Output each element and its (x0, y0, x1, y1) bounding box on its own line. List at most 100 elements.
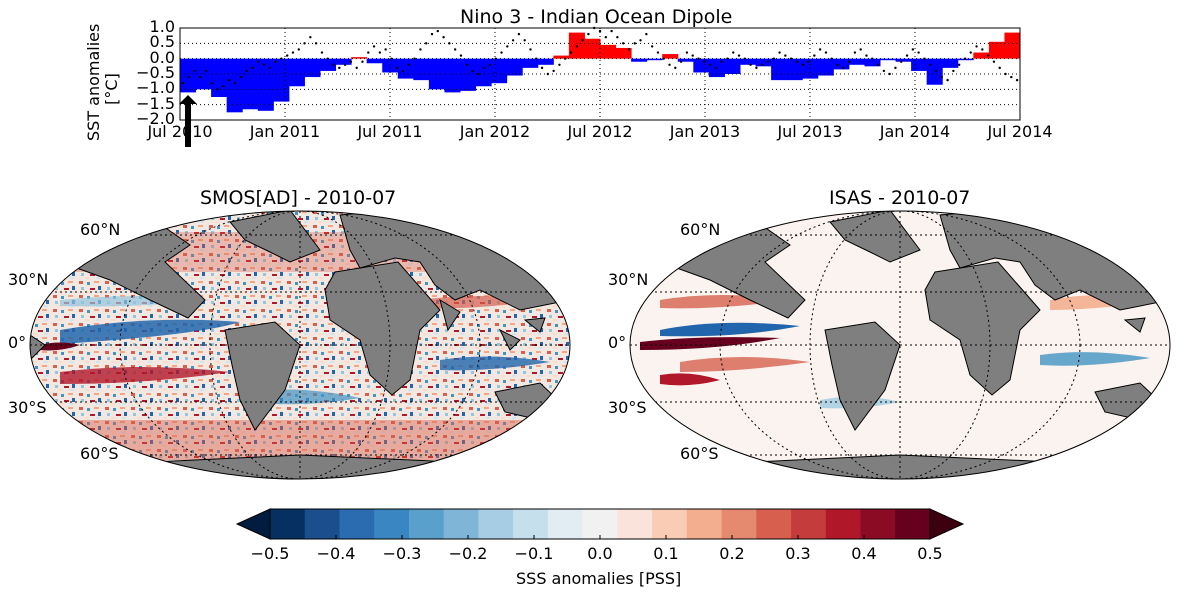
map-right-lat-60s: 60°S (680, 444, 719, 463)
x-tick-label: Jul 2014 (987, 122, 1053, 141)
weekly-dot (685, 51, 689, 54)
bar (895, 58, 912, 62)
weekly-dot (714, 66, 718, 70)
bar (537, 58, 554, 65)
colorbar-swatch (582, 509, 618, 539)
weekly-dot (564, 57, 567, 60)
weekly-dot (361, 60, 364, 63)
weekly-dot (343, 63, 347, 66)
bar (662, 54, 679, 59)
arrow-head-icon (179, 95, 197, 147)
weekly-dot (929, 63, 932, 66)
x-tick-label: Jan 2011 (249, 122, 321, 141)
weekly-dot (587, 32, 590, 36)
weekly-dot (940, 75, 943, 79)
weekly-dot (332, 63, 335, 66)
weekly-dot (697, 57, 700, 60)
weekly-dot (824, 51, 828, 54)
colorbar-swatch (652, 509, 688, 539)
colorbar-swatch (791, 509, 827, 539)
map-left-lat-30n: 30°N (8, 270, 49, 289)
weekly-dot (761, 63, 764, 66)
weekly-dot (1004, 72, 1007, 76)
colorbar-swatch (756, 509, 792, 539)
bar (631, 58, 648, 62)
weekly-dot (488, 63, 492, 66)
weekly-dot (726, 57, 729, 60)
map-right (629, 210, 1171, 480)
weekly-dot (396, 66, 399, 70)
weekly-dot (755, 66, 758, 70)
colorbar-swatch (478, 509, 514, 539)
colorbar-tick-label: 0.3 (785, 544, 811, 563)
bar (506, 58, 523, 76)
weekly-dot (807, 60, 810, 63)
colorbar (235, 508, 965, 540)
weekly-dot (847, 60, 851, 63)
weekly-dot (372, 45, 376, 48)
map-left (29, 210, 571, 480)
weekly-dot (963, 57, 967, 60)
weekly-dot (720, 60, 723, 63)
weekly-dot (245, 69, 248, 73)
weekly-dot (181, 82, 185, 85)
bar (288, 58, 305, 87)
weekly-dot (645, 32, 648, 36)
weekly-dot (546, 72, 550, 76)
weekly-dot (471, 69, 474, 73)
weekly-dot (384, 48, 387, 51)
weekly-dot (737, 54, 741, 57)
colorbar-tick-label: −0.4 (316, 544, 356, 563)
colorbar-swatch (547, 509, 584, 539)
weekly-dot (992, 60, 996, 63)
weekly-dot (575, 45, 579, 48)
y-tick-label: 1.0 (149, 17, 175, 36)
weekly-dot (986, 54, 990, 57)
colorbar-tick-label: −0.5 (250, 544, 290, 563)
colorbar-tick-label: 0.0 (587, 544, 613, 563)
weekly-dot (668, 63, 671, 66)
map-left-lat-30s: 30°S (8, 398, 47, 417)
weekly-dot (425, 42, 428, 45)
colorbar-tick-label: 0.1 (653, 544, 679, 563)
map-left-lat-60n: 60°N (80, 220, 121, 239)
weekly-dot (500, 51, 503, 54)
weekly-dot (314, 42, 318, 45)
map-right-title: ISAS - 2010-07 (829, 187, 971, 209)
weekly-dot (911, 48, 915, 51)
bar (817, 58, 834, 76)
map-right-lat-0: 0° (608, 333, 627, 352)
weekly-dot (540, 66, 544, 70)
weekly-dot (801, 63, 804, 66)
bar (864, 58, 881, 67)
weekly-dot (981, 48, 984, 51)
weekly-dot (529, 48, 532, 51)
bar (755, 58, 772, 67)
weekly-dot (569, 51, 573, 54)
colorbar-swatch (825, 509, 862, 539)
event-arrow (179, 95, 197, 147)
weekly-dot (430, 32, 434, 36)
weekly-dot (459, 54, 463, 57)
weekly-dot (969, 51, 972, 54)
map-left-lat-60s: 60°S (80, 444, 119, 463)
weekly-dot (367, 51, 370, 54)
weekly-dot (291, 51, 295, 54)
map-right-lat-30n: 30°N (608, 270, 649, 289)
weekly-dot (900, 60, 903, 63)
weekly-dot (604, 36, 607, 39)
weekly-dot (257, 60, 260, 63)
bar (413, 58, 430, 81)
weekly-dot (732, 51, 735, 54)
x-tick-label: Jan 2013 (669, 122, 741, 141)
weekly-dot (535, 57, 538, 60)
bar (771, 58, 788, 81)
weekly-dot (349, 60, 353, 63)
weekly-dot (876, 63, 880, 66)
weekly-dot (517, 32, 521, 36)
weekly-dot (633, 42, 636, 45)
map-right-lat-30s: 30°S (608, 398, 647, 417)
x-tick-label: Jan 2012 (459, 122, 531, 141)
weekly-dot (662, 57, 665, 60)
